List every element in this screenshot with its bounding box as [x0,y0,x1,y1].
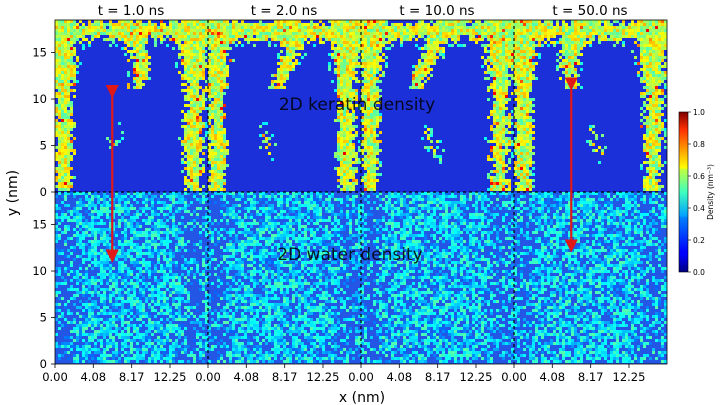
heatmap-water-panel-1 [55,192,208,364]
heatmap-water-panel-4 [514,192,667,364]
y-tick-label-bottom-2: 10 [32,264,47,278]
y-axis-label: y (nm) [5,170,21,216]
x-tick-label-p1-3: 12.25 [154,370,187,384]
heatmap-water-panel-3 [361,192,514,364]
x-tick-label-p2-2: 8.17 [272,370,298,384]
x-tick-label-p4-0: 0.00 [501,370,527,384]
y-tick-label-top-0: 0 [40,185,47,199]
x-tick-label-p2-1: 4.08 [233,370,259,384]
water-density-label: 2D water density [277,245,422,265]
panel-title-3: t = 10.0 ns [399,3,474,19]
heatmap-keratin-panel-1 [55,20,208,192]
colorbar-label: Density (nm⁻³) [706,164,715,220]
x-tick-label-p1-2: 8.17 [119,370,145,384]
y-tick-label-top-2: 10 [32,92,47,106]
colorbar-ticks: 0.0 0.2 0.4 0.6 0.8 1.0 [688,108,705,277]
x-tick-label-p4-3: 12.25 [613,370,646,384]
y-tick-label-bottom-1: 5 [40,311,47,325]
panel-title-4: t = 50.0 ns [552,3,627,19]
y-tick-label-top-1: 5 [40,139,47,153]
x-axis-label: x (nm) [339,390,385,405]
panel-title-2: t = 2.0 ns [251,3,318,19]
axis-ticks: 0 0 5 5 10 10 15 15 0.00 4.08 8.17 12.25 0.00 4.08 8.1… [32,46,645,384]
y-tick-label-top-3: 15 [32,46,47,60]
x-tick-label-p4-1: 4.08 [539,370,565,384]
y-tick-label-bottom-0: 0 [40,357,47,371]
x-tick-label-p1-1: 4.08 [80,370,106,384]
x-tick-label-p3-3: 12.25 [460,370,493,384]
colorbar-tick-label-3: 0.6 [693,172,705,181]
heatmap-keratin-panel-3 [361,20,514,192]
x-tick-label-p4-2: 8.17 [578,370,604,384]
displacement-arrows [105,77,578,263]
heatmap-panels [55,20,667,364]
x-tick-label-p1-0: 0.00 [42,370,68,384]
x-tick-label-p2-0: 0.00 [195,370,221,384]
colorbar-tick-label-0: 0.0 [693,268,705,277]
x-tick-label-p3-0: 0.00 [348,370,374,384]
heatmap-water-panel-2 [208,192,361,364]
y-tick-label-bottom-3: 15 [32,218,47,232]
colorbar-tick-label-2: 0.4 [693,204,705,213]
colorbar-tick-label-5: 1.0 [693,108,705,117]
panel-title-1: t = 1.0 ns [98,3,165,19]
x-tick-label-p3-2: 8.17 [425,370,451,384]
colorbar [678,111,689,273]
colorbar-tick-label-4: 0.8 [693,140,705,149]
colorbar-tick-label-1: 0.2 [693,236,705,245]
heatmap-keratin-panel-4 [514,20,667,192]
heatmap-keratin-panel-2 [208,20,361,192]
x-tick-label-p2-3: 12.25 [307,370,340,384]
keratin-density-label: 2D keratin density [279,95,435,115]
x-tick-label-p3-1: 4.08 [386,370,412,384]
